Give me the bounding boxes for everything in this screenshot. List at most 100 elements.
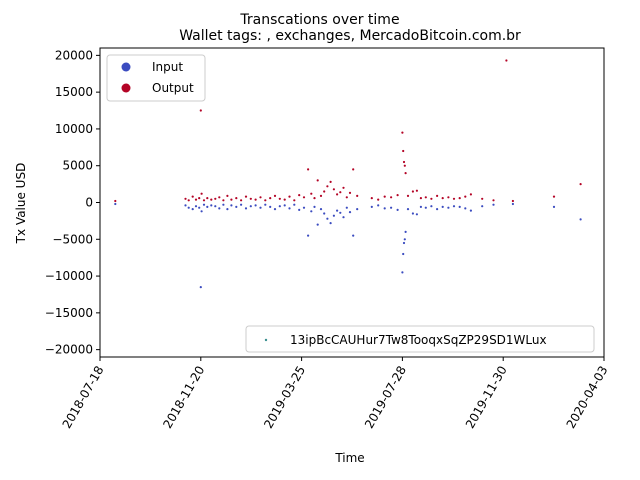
output-point [254,198,257,201]
input-point [199,286,202,289]
output-point [452,197,456,200]
legend-top: Input Output [106,54,206,102]
input-point [323,212,326,215]
input-point [316,223,319,226]
output-point [383,195,386,198]
output-point [419,197,422,200]
input-point [259,206,262,209]
input-point [511,202,514,206]
output-point [230,198,233,201]
output-point [319,194,323,197]
input-point [319,208,323,211]
input-point [345,206,348,209]
output-point [191,195,194,198]
legend-top-box [106,54,206,102]
input-point [430,205,433,208]
input-point [240,203,243,206]
output-point [415,189,418,192]
output-point [259,196,262,199]
input-point [222,203,225,206]
output-point [436,194,439,197]
output-point [302,196,306,199]
x-axis-ticks: 2018-07-18 2018-11-20 2019-03-25 2019-07-28… [60,357,611,431]
input-point [269,205,272,208]
y-tick-label: −5000 [52,232,93,246]
output-point [377,198,380,201]
output-point [348,191,352,194]
input-point [469,209,472,212]
input-point [452,205,456,208]
output-point [402,149,405,153]
output-point [447,196,450,199]
input-point [226,208,229,211]
legend-output-marker [121,83,131,93]
output-point [288,195,291,198]
x-tick-label: 2019-11-30 [463,364,510,431]
y-tick-label: −15000 [45,306,93,320]
input-point [254,204,257,207]
input-point [441,205,444,208]
input-point [310,210,313,213]
input-point [411,212,414,215]
input-point [264,203,267,206]
output-point [293,199,296,202]
input-point [401,271,404,274]
input-point [403,238,406,241]
plot-frame [99,47,605,358]
input-point [298,208,301,211]
input-point [184,204,187,207]
output-point [269,197,272,200]
output-point [411,190,414,193]
input-point [326,217,329,220]
chart-subtitle: Wallet tags: , exchanges, MercadoBitcoin… [179,28,521,44]
output-point [307,168,310,171]
legend-output-label: Output [152,81,194,95]
input-point [235,205,238,208]
input-point [114,202,117,206]
output-point [424,196,427,199]
output-point [406,194,410,197]
input-point [194,205,198,208]
output-point [210,198,213,201]
input-point [464,207,467,210]
input-point [436,208,439,211]
output-point [202,199,206,202]
input-point [191,208,194,211]
output-point [198,197,201,200]
input-point [424,206,427,209]
legend-address-label: 13ipBcCAUHur7Tw8TooqxSqZP29SD1WLux [290,333,547,347]
output-point [332,188,335,191]
output-point [402,160,406,164]
output-point [326,185,329,188]
input-point [302,206,306,209]
output-point [283,198,286,201]
x-tick-label: 2019-03-25 [261,364,308,431]
x-tick-label: 2018-11-20 [160,364,207,431]
y-axis-ticks: −20000 −15000 −10000 −5000 0 5000 10000 15000 20… [45,48,100,357]
output-point [352,168,355,171]
output-point [356,194,359,197]
output-point [505,59,508,62]
output-point [339,191,342,194]
output-point [342,186,345,189]
input-point [336,209,339,212]
output-point [273,194,277,197]
output-point [214,197,217,200]
input-point [352,234,355,237]
output-point [316,179,319,182]
output-point [469,193,472,196]
input-point [406,208,410,211]
output-point [404,172,407,175]
input-point [202,203,206,206]
y-tick-label: −20000 [45,343,93,357]
output-point [313,197,316,200]
output-point [206,197,209,200]
input-point [390,206,393,209]
output-point [310,192,313,195]
output-point [199,109,202,112]
x-tick-label: 2020-04-03 [564,364,611,431]
input-point [249,205,252,208]
output-point [226,194,229,197]
input-point [218,207,221,210]
output-point [184,197,187,200]
